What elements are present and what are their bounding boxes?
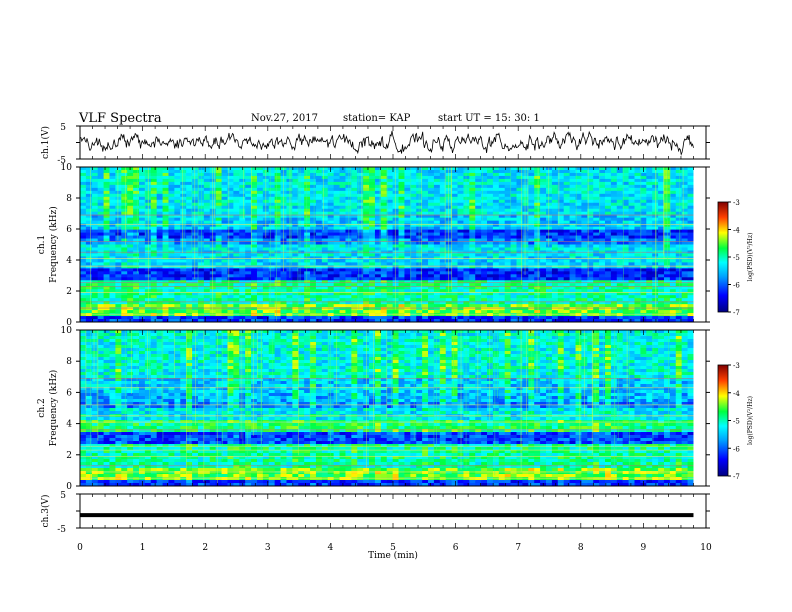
- ch1-spec-colorbar-tick--7: -7: [733, 309, 740, 317]
- station-label: station= KAP: [343, 113, 411, 124]
- ch2-spec-ylabel-frequency: Frequency (kHz): [48, 370, 59, 447]
- ch1-spec-ytick-2: 2: [66, 287, 72, 297]
- ch2-spec-colorbar-tick--3: -3: [733, 362, 740, 370]
- date-label: Nov.27, 2017: [251, 113, 318, 124]
- x-tick-label-5: 5: [390, 543, 396, 553]
- ch1-spec-colorbar-label: log(PSD)(V²/Hz): [747, 233, 754, 282]
- ch2-spec-ytick-4: 4: [66, 420, 72, 430]
- ch2-spec-colorbar-tick--6: -6: [733, 445, 740, 453]
- ch1-spec-colorbar: [717, 201, 729, 313]
- ch3-ytick-max: 5: [60, 491, 66, 501]
- ch1-waveform-line: [79, 130, 694, 156]
- chart-title: VLF Spectra: [79, 111, 162, 126]
- ch2-spec-colorbar-label: log(PSD)(V²/Hz): [747, 396, 754, 445]
- x-tick-label-8: 8: [578, 543, 584, 553]
- ch2-spec-ytick-6: 6: [66, 388, 72, 398]
- ch1-ytick-max: 5: [60, 123, 66, 133]
- ch1-spec-colorbar-tick--5: -5: [733, 254, 740, 262]
- ch2-spec-ytick-8: 8: [66, 357, 72, 367]
- ch1-spec-ylabel-channel: ch.1: [37, 235, 47, 254]
- ch2-spec-colorbar-tick--7: -7: [733, 473, 740, 481]
- x-tick-label-10: 10: [700, 543, 712, 553]
- ch3-ylabel: ch.3(V): [40, 495, 51, 528]
- ch2-spectrogram-image: [80, 330, 706, 486]
- ch1-spec-colorbar-tick--6: -6: [733, 282, 740, 290]
- ch1-spec-ytick-4: 4: [66, 256, 72, 266]
- ch1-spectrogram-image: [80, 167, 706, 322]
- ch2-spec-ytick-10: 10: [61, 326, 73, 336]
- x-tick-label-2: 2: [202, 543, 208, 553]
- x-tick-label-4: 4: [328, 543, 334, 553]
- x-tick-label-7: 7: [515, 543, 521, 553]
- start-time-label: start UT = 15: 30: 1: [438, 113, 540, 124]
- ch3-ytick-min: -5: [57, 525, 66, 535]
- ch1-spec-ytick-10: 10: [61, 163, 73, 173]
- ch1-spec-ytick-8: 8: [66, 194, 72, 204]
- ch1-ytick-min: -5: [57, 156, 66, 166]
- ch1-ylabel: ch.1(V): [40, 126, 51, 159]
- ch2-spec-colorbar-tick--4: -4: [733, 390, 740, 398]
- ch1-spec-colorbar-tick--4: -4: [733, 227, 740, 235]
- ch2-spec-colorbar-tick--5: -5: [733, 418, 740, 426]
- ch1-spec-ylabel-frequency: Frequency (kHz): [48, 206, 59, 283]
- ch2-spec-ytick-0: 0: [66, 482, 72, 492]
- panel-frame: [79, 493, 707, 529]
- x-tick-label-3: 3: [265, 543, 271, 553]
- ch2-spec-ytick-2: 2: [66, 451, 72, 461]
- x-tick-label-0: 0: [77, 543, 83, 553]
- ch2-spec-colorbar: [717, 364, 729, 477]
- ch1-spec-colorbar-tick--3: -3: [733, 199, 740, 207]
- ch2-spec-ylabel-channel: ch.2: [37, 398, 47, 417]
- x-tick-label-9: 9: [641, 543, 647, 553]
- x-axis-label: Time (min): [368, 550, 418, 561]
- x-tick-label-6: 6: [453, 543, 459, 553]
- x-tick-label-1: 1: [140, 543, 146, 553]
- ch1-spec-ytick-6: 6: [66, 225, 72, 235]
- ch1-spec-ytick-0: 0: [66, 318, 72, 328]
